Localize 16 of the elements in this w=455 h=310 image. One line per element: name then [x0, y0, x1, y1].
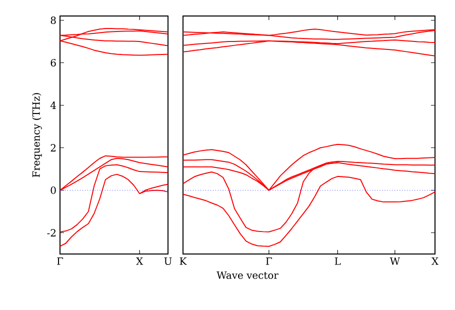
x-tick-label: K — [180, 258, 187, 265]
y-tick-label: 2 — [50, 144, 56, 152]
y-tick-label: 0 — [50, 186, 56, 194]
x-tick-label: Γ — [57, 258, 64, 265]
y-tick-label: -2 — [47, 229, 56, 236]
y-tick-label: 6 — [50, 58, 56, 67]
x-tick-label: U — [164, 258, 172, 265]
y-tick-label: 4 — [50, 102, 56, 109]
x-axis-title: Wave vector — [216, 272, 278, 279]
x-tick-label: L — [334, 258, 341, 265]
x-tick-label: W — [390, 258, 400, 265]
x-tick-label: X — [136, 258, 144, 265]
x-tick-label: X — [432, 258, 439, 265]
y-axis-title: Frequency (THz) — [32, 93, 42, 178]
x-tick-label: Γ — [266, 258, 272, 265]
y-tick-label: 8 — [50, 16, 56, 24]
